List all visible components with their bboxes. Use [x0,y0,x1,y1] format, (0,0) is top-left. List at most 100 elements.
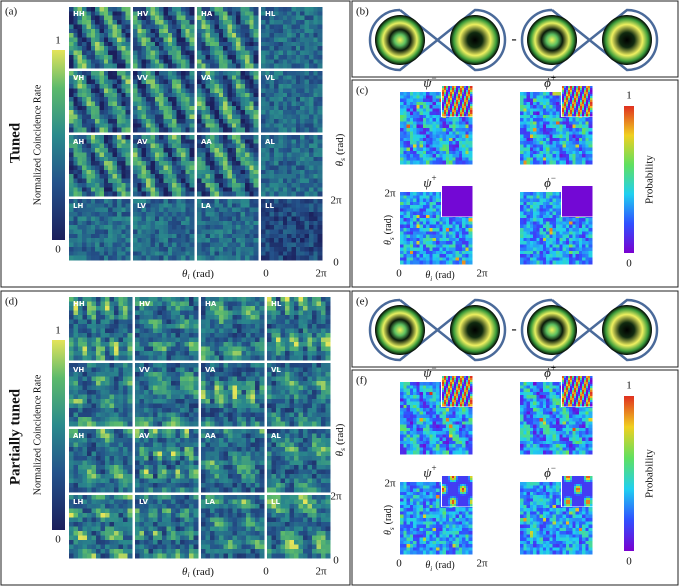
inset-cell [586,106,589,109]
tile-cell [176,50,182,56]
map-cell [559,131,563,135]
tile-cell [73,199,79,204]
tile-cell [223,169,228,175]
inset-cell [456,88,459,91]
operator: - [511,31,516,48]
map-cell [455,241,460,245]
map-cell [406,128,411,132]
map-cell [449,144,453,149]
tile-cell [249,207,255,213]
map-cell [426,147,430,152]
tile-cell [205,41,211,47]
tile-cell [159,46,164,51]
tile-cell [90,203,96,209]
tile-cell [240,7,246,12]
inset-cell [454,88,457,91]
tile-cell [287,33,292,38]
tile-cell [90,24,96,30]
map-cell [432,218,437,222]
map-cell [465,137,470,142]
map-cell [419,241,424,245]
map-cell [413,98,417,103]
inset-cell [454,102,457,105]
tile-cell [261,46,266,51]
tile-cell [69,169,74,175]
tile-cell [189,161,195,166]
tile-cell [108,123,113,129]
tile-cell [125,225,131,230]
map-cell [422,108,427,113]
tile-cell [253,238,259,243]
tile-cell [77,88,83,94]
map-cell [458,150,463,155]
tile-cell [201,187,207,193]
tile-cell [163,187,169,193]
map-cell [400,160,404,165]
tile-cell [116,199,122,204]
inset-cell [576,92,579,95]
tile-cell [227,79,233,85]
tile-cell [291,123,297,129]
tile-cell [308,225,314,230]
tile-cell [210,156,215,162]
inset-cell [572,114,575,117]
map-cell [406,131,411,135]
map-cell [426,121,430,126]
inset-cell [468,100,471,103]
tile-cell [163,242,169,248]
tile-cell [154,152,160,158]
tile-cell [218,24,224,30]
tile-cell [95,169,100,175]
tile-cell [108,229,113,235]
tile-cell [159,59,164,65]
tile-cell [133,161,138,166]
tile-cell [265,123,271,129]
tile-cell [291,178,297,184]
tile-cell [176,92,182,98]
tile-cell [73,212,79,217]
tile-cell [261,199,266,204]
tile-cell [304,229,310,235]
tile-cell [227,216,233,222]
inset-cell [578,92,581,95]
tile-cell [176,79,182,85]
tile-cell [103,135,109,140]
map-cell [449,121,453,126]
tile-cell [133,225,138,230]
inset-cell [590,108,593,111]
tile-cell [185,199,191,204]
inset-cell [590,86,593,89]
tile-cell [116,148,122,153]
tile-cell [214,37,220,43]
tile-cell [227,24,233,30]
tile-cell [150,255,156,261]
tile-cell [197,212,202,217]
tile-cell [159,242,164,248]
map-cell [436,108,440,113]
tile-cell [210,92,215,98]
tile-cell [176,220,182,226]
tile-cell [180,233,186,239]
map-cell [559,128,563,132]
tile-cell [163,238,169,243]
tile-cell [210,63,215,69]
tile-cell [317,33,323,38]
tile-cell [69,50,74,56]
inset-cell [468,86,471,89]
tile-cell [231,28,237,34]
tile-cell [227,105,233,111]
map-cell [413,198,417,203]
tile-cell [167,238,173,243]
tile-cell [180,161,186,166]
tile-cell [278,41,284,47]
tile-cell [141,229,147,235]
tile-cell [90,216,96,222]
tile-cell [218,11,224,17]
map-cell [449,241,453,245]
tile-cell [167,148,173,153]
tile-cell [146,37,151,43]
tile-cell [210,50,215,56]
map-cell [439,128,443,132]
inset-cell [564,88,567,91]
map-cell [546,154,550,158]
